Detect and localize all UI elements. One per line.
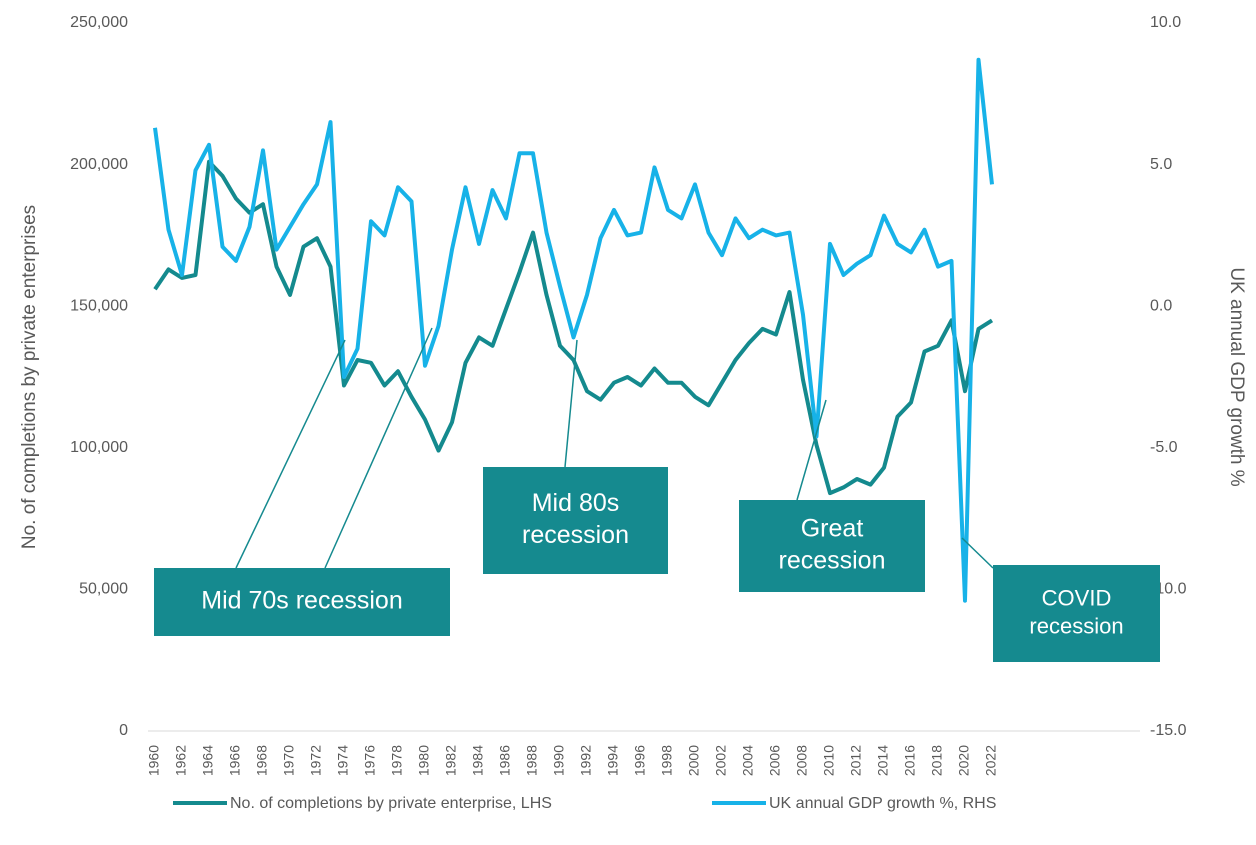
x-tick-label: 1980: [416, 745, 432, 776]
x-tick-label: 1990: [551, 745, 567, 776]
x-tick-label: 1966: [227, 745, 243, 776]
data-line: [153, 57, 994, 603]
y-tick-label: 50,000: [79, 581, 128, 598]
x-tick-label: 2004: [740, 745, 756, 776]
annotation-box: [739, 500, 925, 592]
y-tick-label: 100,000: [70, 439, 128, 456]
x-tick-label: 1960: [146, 745, 162, 776]
y2-tick-label: -15.0: [1150, 722, 1187, 739]
x-tick-label: 1982: [443, 745, 459, 776]
annotation-text: Mid 80s: [532, 489, 620, 517]
y-tick-label: 150,000: [70, 297, 128, 314]
x-tick-label: 1994: [605, 745, 621, 776]
x-tick-label: 2014: [875, 745, 891, 776]
x-tick-label: 1962: [173, 745, 189, 776]
y-tick-label: 0: [119, 722, 128, 739]
annotation-leader: [564, 339, 578, 468]
y2-tick-label: -5.0: [1150, 439, 1178, 456]
annotation-text: recession: [522, 521, 629, 549]
x-tick-label: 2012: [848, 745, 864, 776]
annotation-box: [154, 568, 450, 636]
annotation-leader: [235, 339, 346, 569]
annotation-text: recession: [1029, 613, 1123, 638]
x-tick-label: 1984: [470, 745, 486, 776]
x-tick-label: 1992: [578, 745, 594, 776]
x-tick-label: 2020: [956, 745, 972, 776]
x-tick-label: 2018: [929, 745, 945, 776]
annotation-leader: [961, 537, 994, 569]
x-tick-label: 2010: [821, 745, 837, 776]
y2-tick-label: 10.0: [1150, 14, 1181, 31]
x-tick-label: 1998: [659, 745, 675, 776]
x-tick-label: 1964: [200, 745, 216, 776]
annotation-box: [993, 565, 1160, 662]
y-tick-label: 200,000: [70, 156, 128, 173]
y-axis-title: No. of completions by private enterprise…: [19, 205, 40, 549]
annotation-text: recession: [779, 547, 886, 575]
annotation-leader: [324, 327, 433, 569]
annotation-text: COVID: [1042, 585, 1112, 610]
x-tick-label: 2008: [794, 745, 810, 776]
x-tick-label: 1988: [524, 745, 540, 776]
x-tick-label: 2006: [767, 745, 783, 776]
annotation-text: Mid 70s recession: [201, 587, 402, 615]
x-tick-label: 2016: [902, 745, 918, 776]
x-tick-label: 2002: [713, 745, 729, 776]
annotation-text: Great: [801, 515, 864, 543]
x-tick-label: 1976: [362, 745, 378, 776]
x-tick-label: 1996: [632, 745, 648, 776]
y2-tick-label: 0.0: [1150, 297, 1172, 314]
annotation-leader: [796, 399, 827, 501]
x-tick-label: 2000: [686, 745, 702, 776]
x-tick-label: 1974: [335, 745, 351, 776]
data-line: [153, 159, 994, 496]
x-tick-label: 1978: [389, 745, 405, 776]
y2-tick-label: 5.0: [1150, 156, 1172, 173]
annotation-box: [483, 467, 668, 574]
x-tick-label: 1968: [254, 745, 270, 776]
y2-axis-title: UK annual GDP growth %: [1226, 267, 1247, 486]
legend-label: No. of completions by private enterprise…: [230, 795, 552, 812]
y-tick-label: 250,000: [70, 14, 128, 31]
x-tick-label: 1972: [308, 745, 324, 776]
legend-label: UK annual GDP growth %, RHS: [769, 795, 996, 812]
x-tick-label: 1986: [497, 745, 513, 776]
x-tick-label: 1970: [281, 745, 297, 776]
x-tick-label: 2022: [983, 745, 999, 776]
